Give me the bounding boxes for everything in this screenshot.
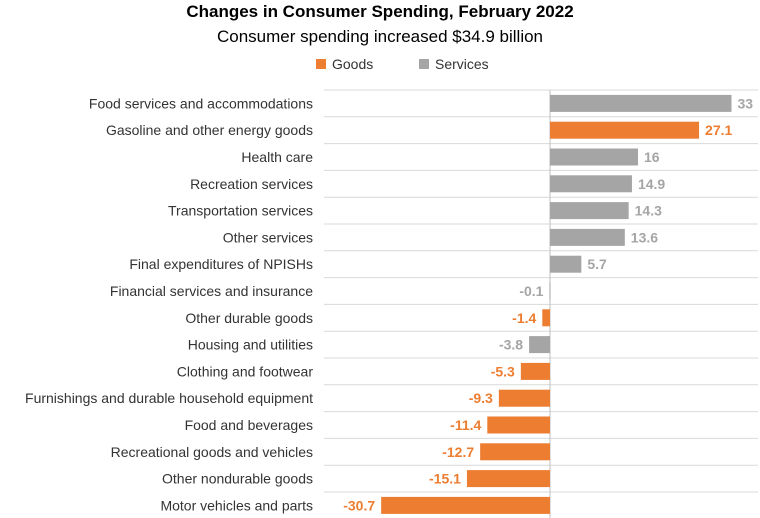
bar [550, 202, 629, 220]
data-label: -5.3 [491, 363, 515, 379]
bar [550, 228, 625, 246]
bar [550, 94, 732, 112]
legend-swatch-goods [316, 59, 326, 69]
data-label: 27.1 [705, 122, 732, 138]
legend-item-services: Services [419, 56, 489, 72]
category-label: Financial services and insurance [110, 283, 313, 299]
data-label: -9.3 [469, 390, 493, 406]
data-label: -12.7 [442, 444, 474, 460]
data-label: -11.4 [450, 417, 481, 433]
chart-subtitle: Consumer spending increased $34.9 billio… [216, 27, 544, 46]
legend: Goods Services [0, 56, 760, 76]
bar [487, 416, 550, 434]
bar [550, 121, 700, 139]
category-label: Recreational goods and vehicles [111, 444, 313, 460]
category-label: Other services [223, 229, 313, 245]
data-label: -30.7 [343, 497, 375, 513]
category-label: Clothing and footwear [177, 363, 314, 379]
category-label: Housing and utilities [188, 337, 313, 353]
bar [550, 255, 582, 273]
data-label: -15.1 [429, 471, 461, 487]
legend-swatch-services [419, 59, 429, 69]
category-label: Transportation services [168, 203, 313, 219]
category-label: Recreation services [190, 176, 313, 192]
bar [550, 175, 632, 193]
bar [549, 282, 551, 300]
category-label: Food services and accommodations [89, 95, 313, 111]
bar [542, 309, 550, 327]
bar [498, 389, 550, 407]
legend-item-goods: Goods [316, 56, 373, 72]
legend-label-services: Services [435, 56, 489, 72]
category-label: Other nondurable goods [162, 471, 313, 487]
data-label: 13.6 [631, 229, 658, 245]
category-label: Health care [241, 149, 313, 165]
data-label: 33 [738, 95, 754, 111]
bar [520, 362, 550, 380]
data-label: -0.1 [519, 283, 543, 299]
bar [381, 496, 550, 514]
chart-title: Changes in Consumer Spending, February 2… [186, 2, 574, 21]
data-label: -3.8 [499, 337, 523, 353]
bar [550, 148, 638, 166]
data-label: -1.4 [512, 310, 536, 326]
category-label: Furnishings and durable household equipm… [25, 390, 313, 406]
data-label: 16 [644, 149, 660, 165]
category-label: Other durable goods [185, 310, 313, 326]
category-label: Final expenditures of NPISHs [129, 256, 313, 272]
data-label: 14.3 [635, 203, 662, 219]
bar [480, 443, 550, 461]
category-label: Gasoline and other energy goods [106, 122, 313, 138]
category-label: Food and beverages [185, 417, 313, 433]
data-label: 14.9 [638, 176, 665, 192]
category-label: Motor vehicles and parts [160, 497, 313, 513]
legend-label-goods: Goods [332, 56, 374, 72]
data-label: 5.7 [587, 256, 607, 272]
bar [466, 470, 550, 488]
bar [529, 336, 550, 354]
